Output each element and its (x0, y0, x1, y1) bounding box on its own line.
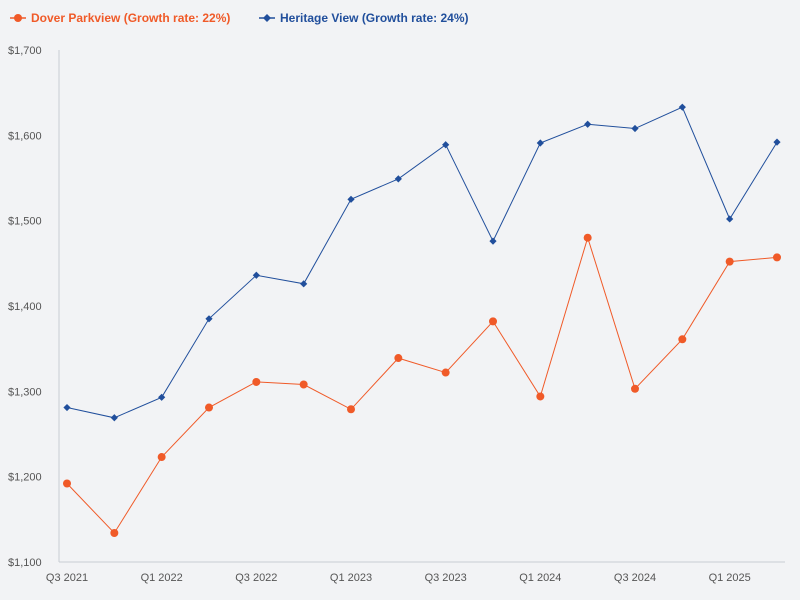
series-line-dover-parkview (66, 235, 778, 534)
data-point-heritage-view[interactable] (678, 103, 686, 111)
legend-item-heritage-view[interactable]: Heritage View (Growth rate: 24%) (259, 11, 469, 25)
y-tick-label: $1,100 (8, 557, 42, 569)
data-point-heritage-view[interactable] (394, 175, 402, 183)
data-point-heritage-view[interactable] (252, 271, 260, 279)
data-point-dover-parkview[interactable] (583, 233, 592, 242)
x-tick-label: Q3 2021 (46, 572, 88, 584)
data-point-dover-parkview[interactable] (347, 405, 355, 414)
data-point-dover-parkview[interactable] (63, 479, 71, 488)
data-point-heritage-view[interactable] (442, 141, 450, 149)
x-axis-ticks: Q3 2021 Q1 2022 Q3 2022 Q1 2023 Q3 2023 Q1 20… (46, 572, 751, 584)
y-tick-label: $1,500 (8, 216, 42, 228)
legend-marker-dover-parkview (14, 14, 22, 22)
y-tick-label: $1,600 (8, 130, 42, 142)
data-point-dover-parkview[interactable] (394, 354, 403, 363)
legend-label-dover-parkview: Dover Parkview (Growth rate: 22%) (31, 11, 230, 25)
data-point-dover-parkview[interactable] (110, 528, 119, 537)
data-point-dover-parkview[interactable] (773, 253, 781, 262)
data-point-dover-parkview[interactable] (678, 335, 687, 344)
data-point-heritage-view[interactable] (158, 393, 166, 401)
data-point-dover-parkview[interactable] (252, 377, 261, 386)
x-tick-label: Q3 2022 (235, 572, 277, 584)
data-point-heritage-view[interactable] (110, 414, 118, 422)
legend-label-heritage-view: Heritage View (Growth rate: 24%) (280, 11, 469, 25)
legend-item-dover-parkview[interactable]: Dover Parkview (Growth rate: 22%) (10, 11, 230, 25)
data-point-dover-parkview[interactable] (725, 257, 734, 266)
data-point-dover-parkview[interactable] (441, 368, 450, 377)
data-point-dover-parkview[interactable] (631, 384, 639, 393)
x-tick-label: Q1 2023 (330, 572, 372, 584)
data-point-heritage-view[interactable] (205, 315, 213, 323)
data-point-heritage-view[interactable] (300, 280, 308, 288)
y-tick-label: $1,400 (8, 301, 42, 313)
x-tick-label: Q1 2024 (519, 572, 561, 584)
data-point-dover-parkview[interactable] (205, 403, 213, 412)
data-point-heritage-view[interactable] (631, 124, 639, 133)
data-point-heritage-view[interactable] (536, 139, 544, 147)
y-tick-label: $1,700 (8, 45, 42, 57)
data-point-heritage-view[interactable] (584, 120, 592, 128)
data-point-heritage-view[interactable] (489, 237, 497, 245)
data-point-dover-parkview[interactable] (299, 380, 308, 389)
x-tick-label: Q1 2025 (709, 572, 751, 584)
data-point-heritage-view[interactable] (347, 195, 355, 203)
x-tick-label: Q1 2022 (141, 572, 183, 584)
series-layer (63, 103, 781, 537)
y-axis-ticks: $1,100 $1,200 $1,300 $1,400 $1,500 $1,600 $1,7… (8, 45, 42, 569)
data-point-dover-parkview[interactable] (157, 453, 166, 462)
series-line-heritage-view (66, 106, 778, 419)
x-tick-label: Q3 2024 (614, 572, 656, 584)
data-point-dover-parkview[interactable] (536, 392, 545, 401)
x-tick-label: Q3 2023 (425, 572, 467, 584)
y-tick-label: $1,200 (8, 472, 42, 484)
data-point-heritage-view[interactable] (773, 138, 781, 146)
data-point-heritage-view[interactable] (726, 215, 734, 223)
legend: Dover Parkview (Growth rate: 22%) Herita… (10, 11, 469, 25)
legend-marker-heritage-view (263, 14, 271, 22)
data-point-heritage-view[interactable] (63, 403, 71, 412)
data-point-dover-parkview[interactable] (489, 317, 497, 326)
y-tick-label: $1,300 (8, 386, 42, 398)
